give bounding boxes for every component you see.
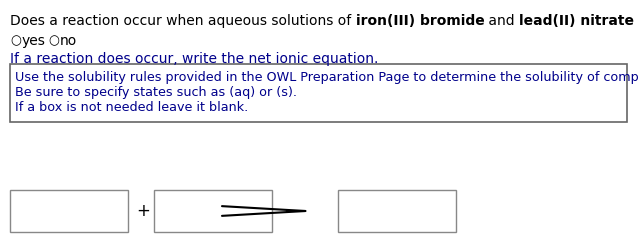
FancyBboxPatch shape — [10, 64, 627, 122]
Text: iron(III) bromide: iron(III) bromide — [356, 14, 484, 28]
Text: If a box is not needed leave it blank.: If a box is not needed leave it blank. — [15, 101, 248, 114]
FancyBboxPatch shape — [154, 190, 272, 232]
FancyBboxPatch shape — [10, 190, 128, 232]
Text: lead(II) nitrate: lead(II) nitrate — [520, 14, 635, 28]
Text: If a reaction does occur, write the net ionic equation.: If a reaction does occur, write the net … — [10, 52, 378, 66]
Text: no: no — [60, 34, 77, 48]
Text: Be sure to specify states such as (aq) or (s).: Be sure to specify states such as (aq) o… — [15, 86, 297, 99]
Text: and: and — [484, 14, 520, 28]
Text: Does a reaction occur when aqueous solutions of: Does a reaction occur when aqueous solut… — [10, 14, 356, 28]
Text: ○: ○ — [10, 34, 21, 47]
Text: Use the solubility rules provided in the OWL Preparation Page to determine the s: Use the solubility rules provided in the… — [15, 71, 639, 84]
FancyBboxPatch shape — [338, 190, 456, 232]
Text: yes: yes — [22, 34, 46, 48]
Text: are combined?: are combined? — [635, 14, 639, 28]
Text: ○: ○ — [48, 34, 59, 47]
Text: +: + — [136, 202, 150, 220]
